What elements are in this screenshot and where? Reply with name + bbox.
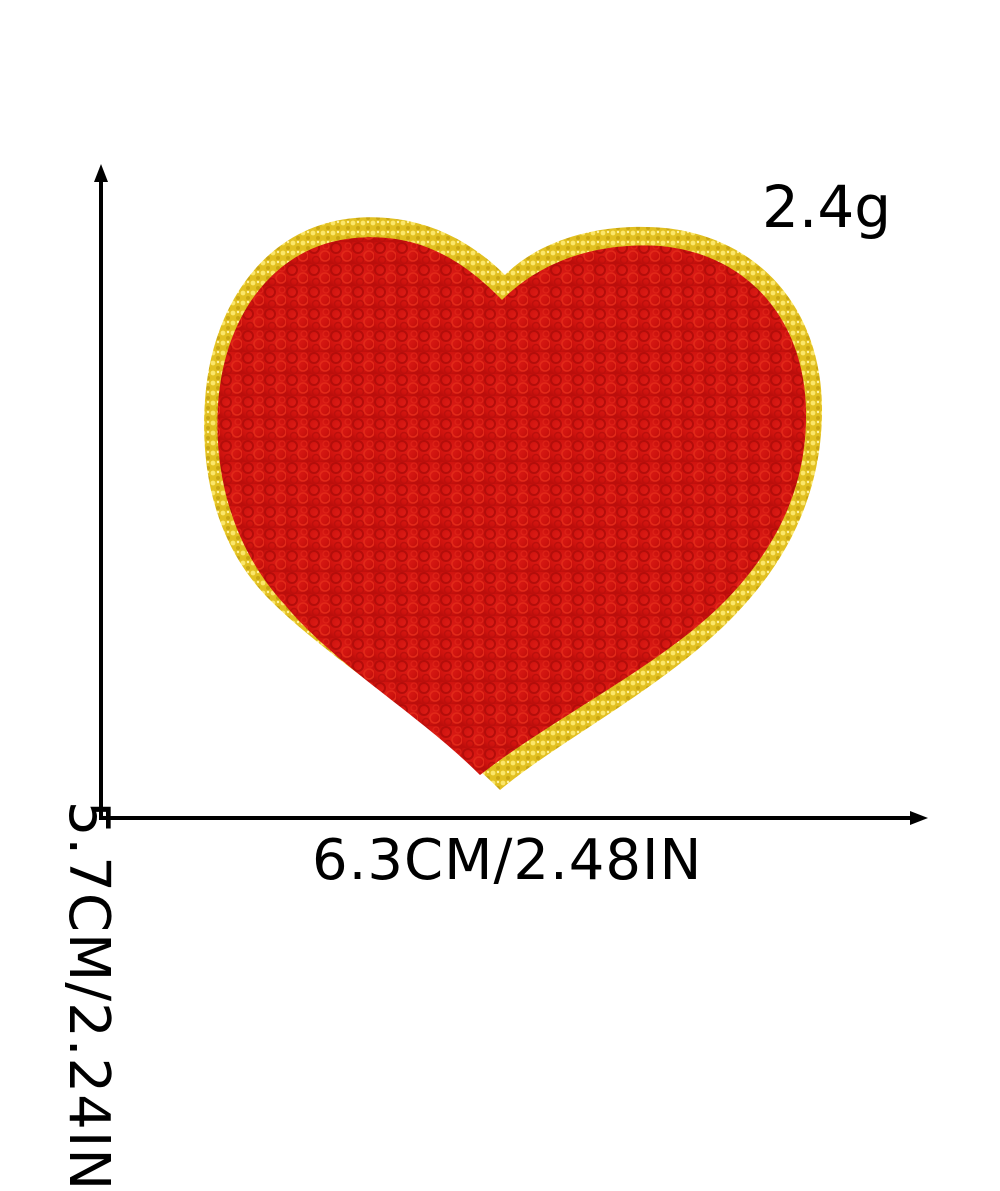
red-chenille-heart bbox=[217, 237, 807, 775]
heart-patch-icon bbox=[204, 217, 823, 790]
product-dimension-image: 2.4g 6.3CM/2.48IN 5.7CM/2.24IN bbox=[56, 164, 928, 1191]
arrow-right-icon bbox=[910, 811, 928, 825]
weight-label: 2.4g bbox=[762, 173, 892, 241]
height-dimension-label: 5.7CM/2.24IN bbox=[56, 800, 121, 1191]
dimension-diagram bbox=[94, 164, 928, 825]
dimension-axes bbox=[94, 164, 928, 825]
heart-shading bbox=[217, 237, 807, 775]
arrow-up-icon bbox=[94, 164, 108, 182]
width-dimension-label: 6.3CM/2.48IN bbox=[312, 828, 703, 893]
